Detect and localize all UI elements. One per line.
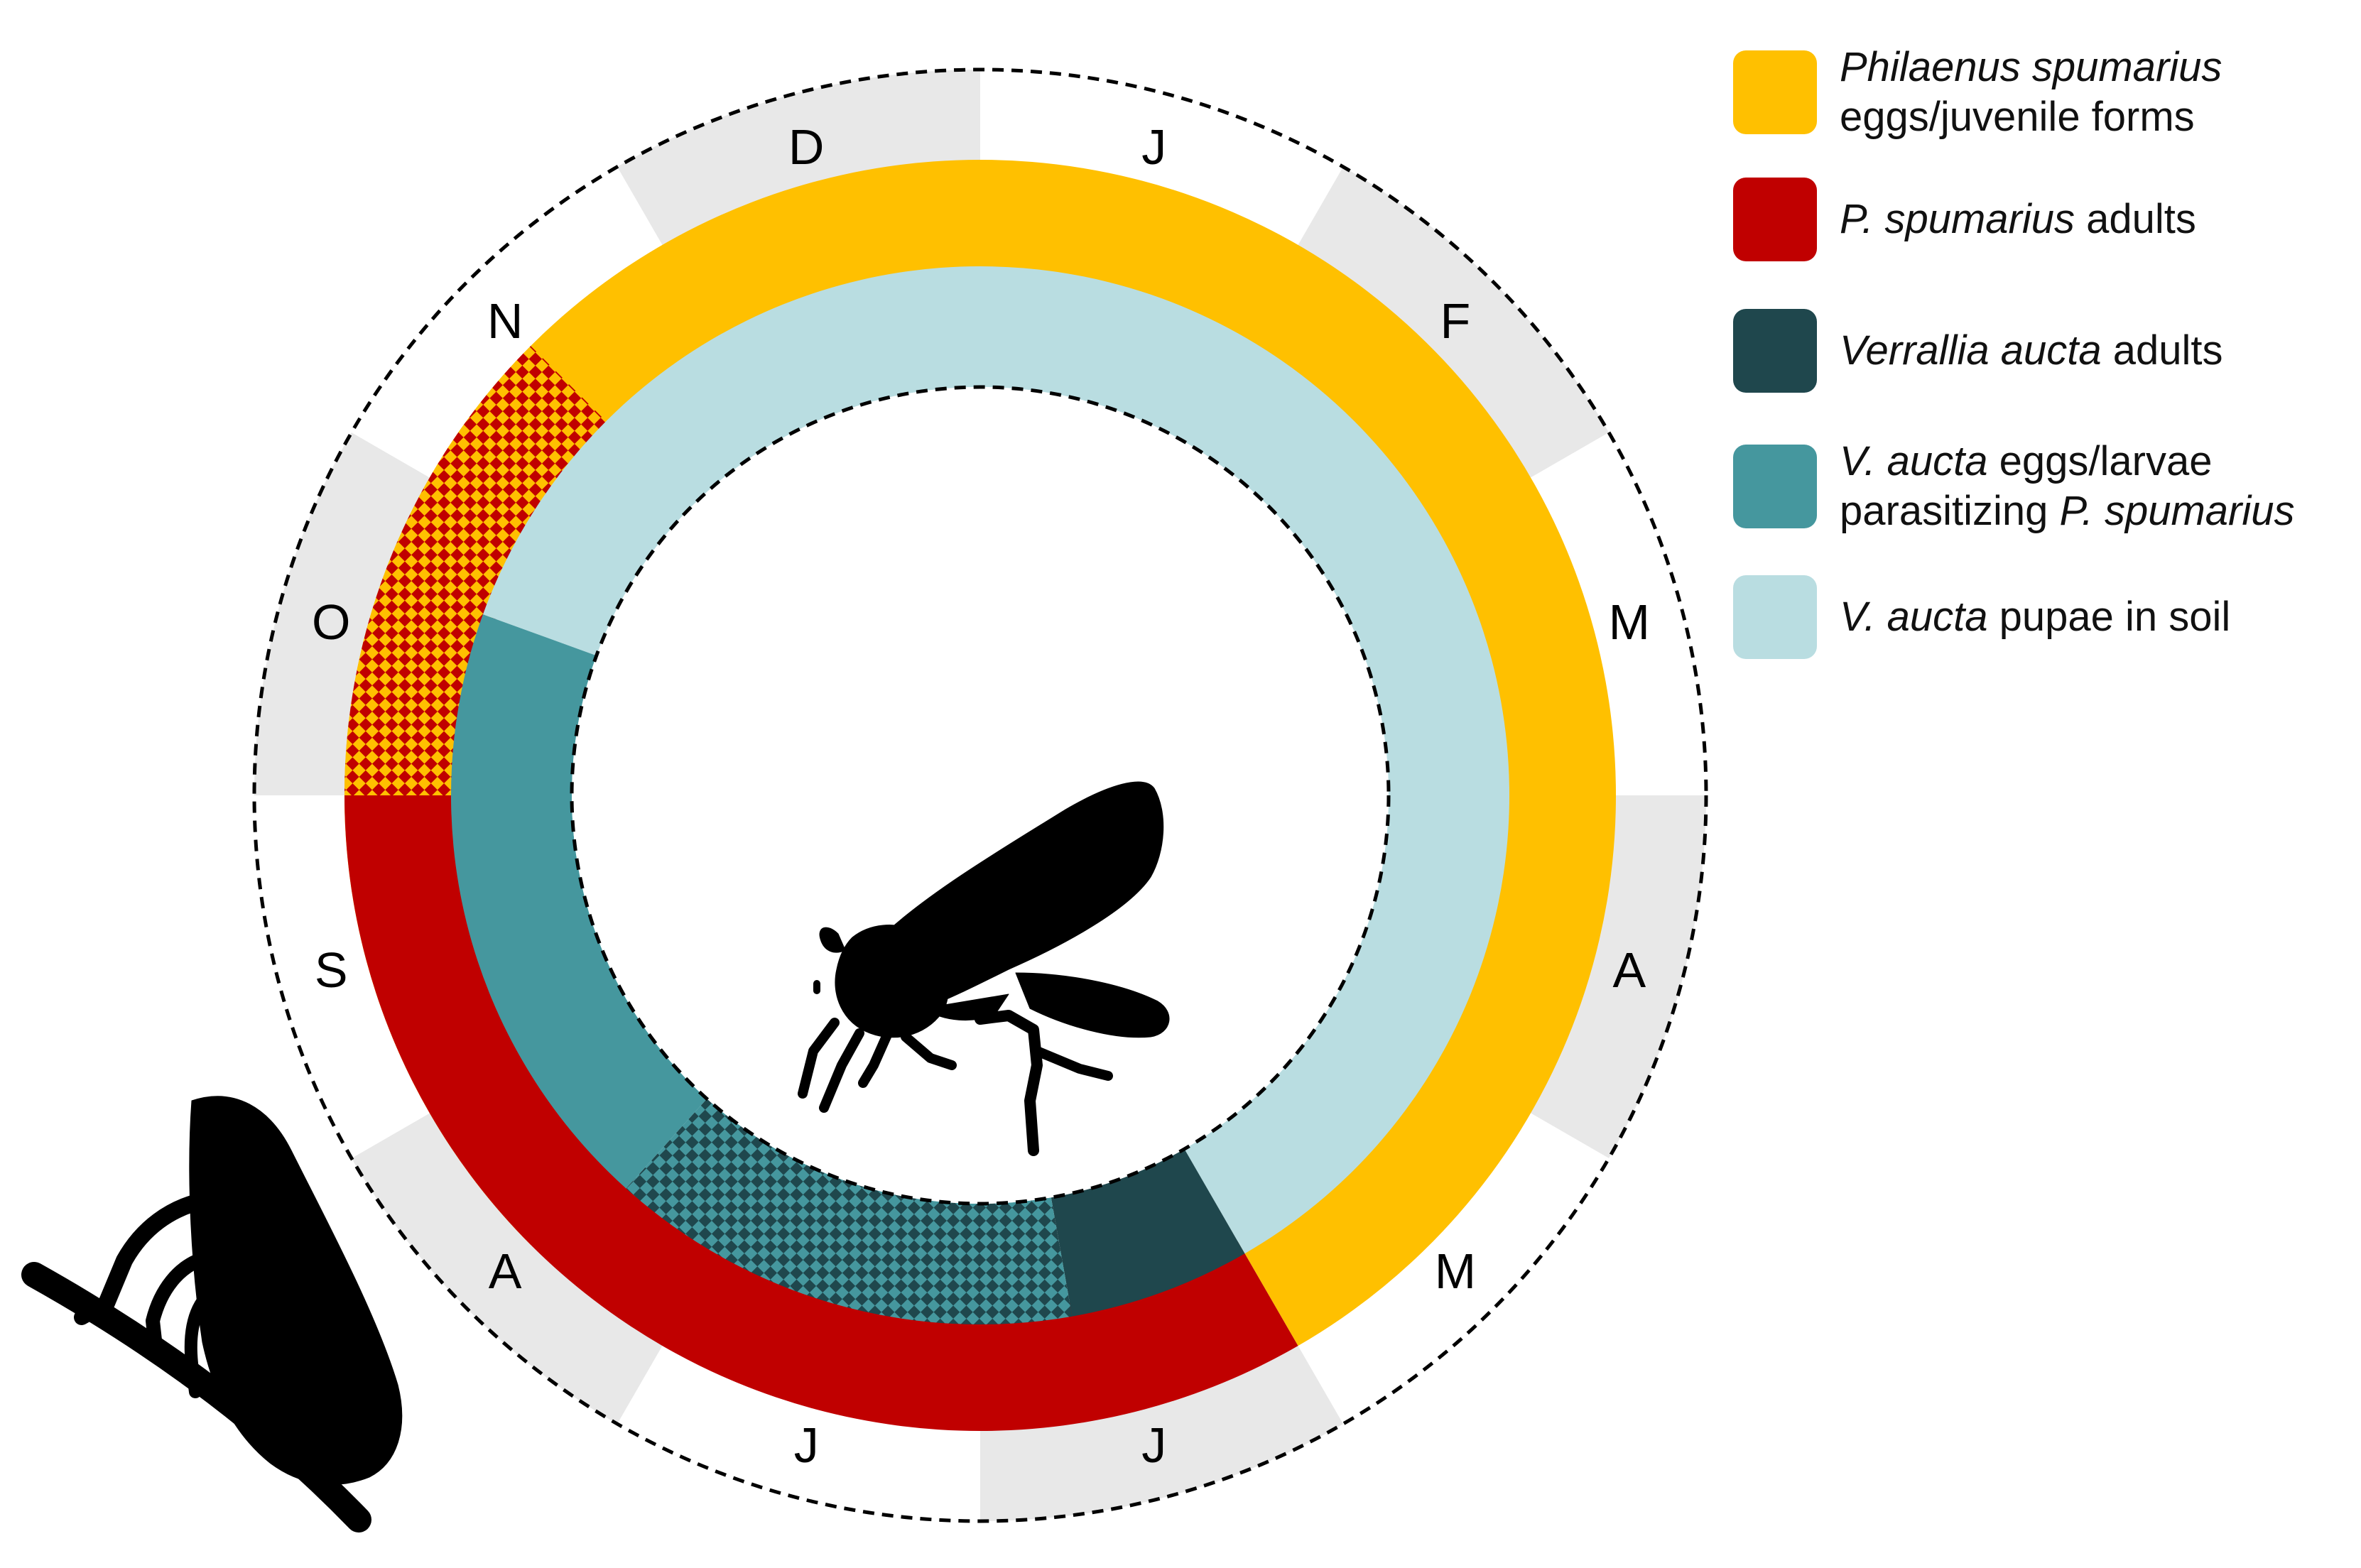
month-label: S — [315, 942, 348, 998]
month-label: O — [312, 594, 350, 650]
month-label: N — [487, 293, 523, 349]
month-band — [254, 432, 445, 795]
legend-item-spumarius-adults: P. spumarius adults — [1733, 178, 2196, 261]
legend-item-aucta-pupae: V. aucta pupae in soil — [1733, 575, 2230, 659]
ring-aucta-adults — [1051, 1149, 1245, 1317]
legend-item-aucta-larvae: V. aucta eggs/larvae parasitizing P. spum… — [1733, 437, 2294, 535]
spittlebug-silhouette-icon — [21, 1096, 403, 1532]
month-bands — [254, 69, 1707, 1521]
month-label: A — [1612, 942, 1646, 998]
month-band — [980, 70, 1343, 261]
legend-swatch-teal — [1733, 444, 1817, 528]
month-band — [351, 166, 671, 486]
legend-swatch-dark-teal — [1733, 309, 1817, 393]
legend-label: V. aucta pupae in soil — [1840, 594, 2231, 641]
month-label: J — [794, 1417, 819, 1473]
month-band — [1289, 1104, 1610, 1425]
legend-swatch-red — [1733, 178, 1817, 261]
month-labels: J F M A M J J A S O N D — [312, 119, 1650, 1473]
month-label: D — [788, 119, 825, 175]
legend-swatch-yellow — [1733, 50, 1817, 134]
month-band — [1515, 795, 1707, 1158]
month-label: A — [489, 1243, 522, 1299]
ring-aucta-larvae — [450, 614, 707, 1189]
ring-spumarius-adults — [344, 795, 1298, 1432]
ring-spumarius-eggs — [980, 160, 1617, 1346]
legend-item-philaenus-eggs: Philaenus spumarius eggs/juvenile forms — [1733, 43, 2222, 141]
fly-silhouette-icon — [798, 781, 1170, 1156]
month-band — [1515, 432, 1707, 795]
ring-aucta-overlap — [626, 1099, 1073, 1325]
inner-dashed-circle — [570, 385, 1391, 1206]
legend-label: P. spumarius adults — [1840, 196, 2196, 243]
month-band — [254, 795, 445, 1158]
month-band — [617, 69, 980, 261]
month-band — [351, 1104, 671, 1425]
legend-swatch-light-blue — [1733, 575, 1817, 659]
cycle-rings — [344, 160, 1617, 1432]
month-band — [1289, 166, 1610, 486]
month-label: M — [1435, 1243, 1476, 1299]
legend-label: Verrallia aucta adults — [1840, 327, 2223, 374]
month-label: J — [1141, 119, 1166, 175]
month-label: F — [1440, 293, 1471, 349]
legend-label: V. aucta eggs/larvae parasitizing P. spum… — [1840, 438, 2295, 534]
month-band — [617, 1330, 980, 1521]
ring-aucta-pupae — [980, 266, 1510, 1254]
month-band — [980, 1330, 1343, 1521]
month-label: M — [1609, 594, 1650, 650]
ring-spumarius-overlap — [344, 346, 617, 796]
outer-dashed-circle — [252, 67, 1708, 1523]
ring-aucta-pupae — [482, 266, 980, 656]
legend-label: Philaenus spumarius eggs/juvenile forms — [1840, 44, 2222, 140]
legend-item-verrallia-adults: Verrallia aucta adults — [1733, 309, 2223, 393]
month-label: J — [1141, 1417, 1166, 1473]
